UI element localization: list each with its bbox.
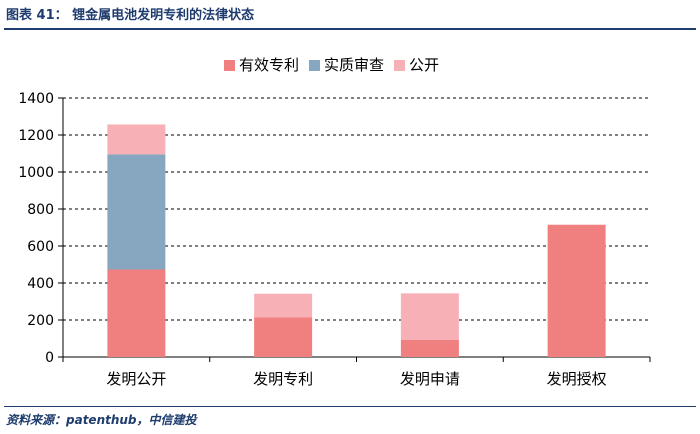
bar-segment bbox=[400, 293, 459, 340]
bar-segment bbox=[400, 339, 459, 357]
x-tick-label: 发明授权 bbox=[547, 370, 607, 388]
source-note: 资料来源：patenthub，中信建投 bbox=[6, 413, 197, 427]
bar-segment bbox=[254, 317, 313, 357]
bars bbox=[107, 124, 606, 357]
x-tick-label: 发明专利 bbox=[253, 370, 313, 388]
tick-labels: 0 200 400 600 800 1000 1200 1400 发明公开 发明专利 发明申请 发明授… bbox=[18, 91, 606, 388]
legend: 有效专利 实质审查 公开 bbox=[224, 56, 439, 74]
bar-segment bbox=[547, 224, 606, 357]
legend-label: 公开 bbox=[409, 56, 439, 74]
bar-segment bbox=[107, 154, 166, 270]
y-tick-label: 1400 bbox=[18, 91, 54, 107]
x-tick-label: 发明申请 bbox=[400, 370, 460, 388]
y-tick-label: 400 bbox=[27, 276, 54, 292]
bar-segment bbox=[107, 269, 166, 357]
y-tick-label: 600 bbox=[27, 239, 54, 255]
y-tick-label: 800 bbox=[27, 202, 54, 218]
bar-segment bbox=[107, 124, 166, 155]
legend-label: 实质审查 bbox=[324, 56, 384, 74]
legend-swatch bbox=[224, 60, 235, 71]
y-tick-label: 200 bbox=[27, 313, 54, 329]
figure-title: 图表 41： 锂金属电池发明专利的法律状态 bbox=[6, 8, 255, 23]
legend-label: 有效专利 bbox=[239, 56, 299, 74]
bar-segment bbox=[254, 293, 313, 318]
top-divider bbox=[4, 28, 696, 30]
x-tick-label: 发明公开 bbox=[106, 370, 166, 388]
legend-swatch bbox=[309, 60, 320, 71]
y-tick-label: 1000 bbox=[18, 165, 54, 181]
legend-swatch bbox=[394, 60, 405, 71]
y-tick-label: 1200 bbox=[18, 128, 54, 144]
y-tick-label: 0 bbox=[45, 350, 54, 366]
bottom-divider bbox=[4, 406, 696, 407]
